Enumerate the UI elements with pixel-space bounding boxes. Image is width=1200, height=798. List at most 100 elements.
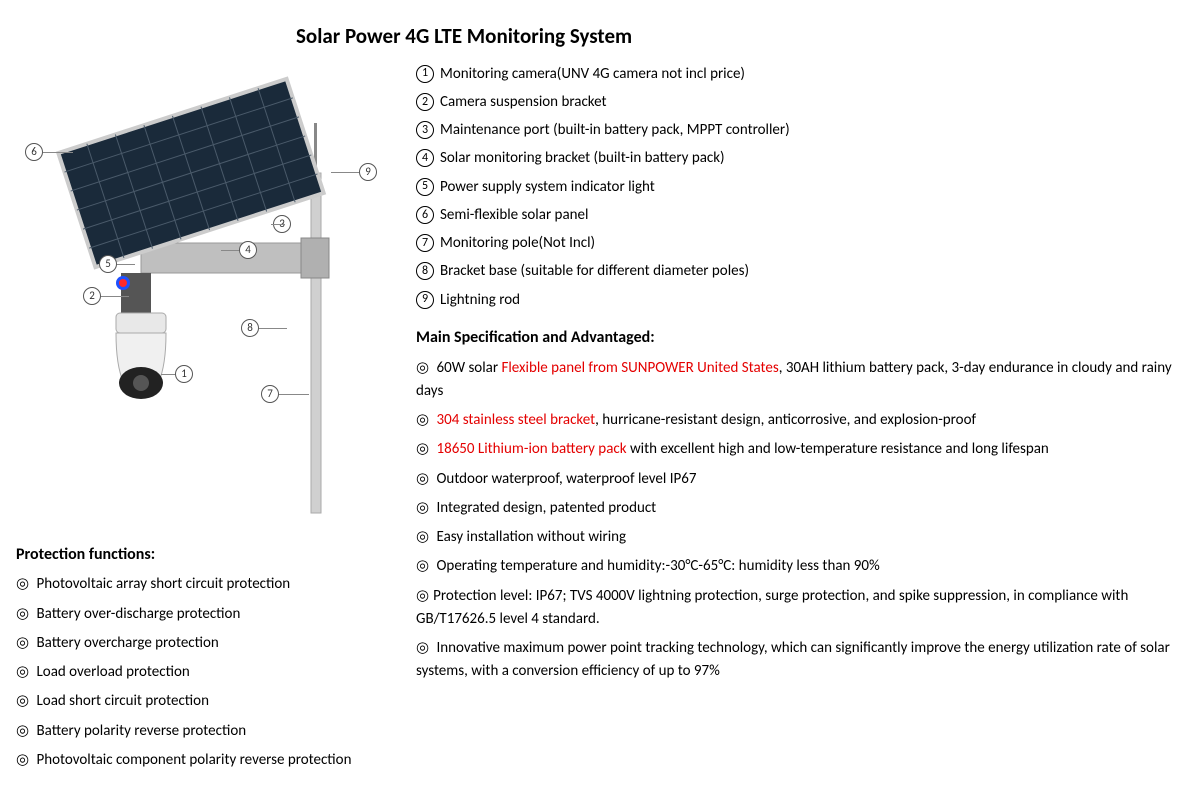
spec-item: ◎Protection level: IP67; TVS 4000V light… — [416, 585, 1184, 632]
protection-title: Protection functions: — [16, 543, 396, 568]
spec-item: ◎ Easy installation without wiring — [416, 526, 1184, 549]
protection-item: ◎ Battery polarity reverse protection — [16, 720, 396, 743]
callout-leader — [43, 152, 73, 153]
protection-text: Battery polarity reverse protection — [37, 722, 247, 740]
left-column: 695243817 Protection functions: ◎ Photov… — [16, 63, 416, 779]
protection-item: ◎ Load short circuit protection — [16, 690, 396, 713]
part-number-icon: 4 — [416, 149, 434, 167]
spec-text: 60W solar — [437, 359, 502, 377]
bullet-icon: ◎ — [416, 409, 429, 432]
callout-number: 8 — [241, 319, 259, 337]
callout-leader — [271, 224, 285, 225]
spec-text: Operating temperature and humidity:-30°C… — [437, 557, 880, 575]
callout-leader — [221, 250, 239, 251]
part-label: Power supply system indicator light — [440, 176, 655, 199]
page-title: Solar Power 4G LTE Monitoring System — [296, 20, 1184, 53]
spec-text: Integrated design, patented product — [437, 499, 657, 517]
part-item: 7 Monitoring pole(Not Incl) — [416, 232, 1184, 255]
part-item: 3 Maintenance port (built-in battery pack… — [416, 119, 1184, 142]
protection-section: Protection functions: ◎ Photovoltaic arr… — [16, 543, 396, 773]
spec-highlight: Flexible panel from SUNPOWER United Stat… — [501, 359, 778, 377]
part-label: Bracket base (suitable for different dia… — [440, 260, 749, 283]
spec-item: ◎ Outdoor waterproof, waterproof level I… — [416, 468, 1184, 491]
protection-text: Battery over-discharge protection — [37, 605, 241, 623]
diagram-svg — [21, 63, 391, 523]
bullet-icon: ◎ — [16, 720, 29, 743]
callout-leader — [117, 264, 135, 265]
bullet-icon: ◎ — [16, 573, 29, 596]
bullet-icon: ◎ — [16, 603, 29, 626]
content-columns: 6 9 5 2 4 3 8 1 7 Protection functions: ◎ Photov… — [16, 63, 1184, 779]
bullet-icon: ◎ — [416, 555, 429, 578]
spec-text: Easy installation without wiring — [437, 528, 627, 546]
bullet-icon: ◎ — [416, 438, 429, 461]
callout-leader — [101, 296, 129, 297]
part-label: Monitoring camera(UNV 4G camera not incl… — [440, 63, 745, 86]
bullet-icon: ◎ — [16, 690, 29, 713]
part-item: 6 Semi-flexible solar panel — [416, 204, 1184, 227]
bullet-icon: ◎ — [416, 497, 429, 520]
spec-item: ◎ Integrated design, patented product — [416, 497, 1184, 520]
part-item: 8 Bracket base (suitable for different di… — [416, 260, 1184, 283]
spec-item: ◎ 60W solar Flexible panel from SUNPOWER… — [416, 357, 1184, 404]
callout-leader — [259, 328, 287, 329]
part-label: Solar monitoring bracket (built-in batte… — [440, 147, 725, 170]
spec-item: ◎ 304 stainless steel bracket, hurricane… — [416, 409, 1184, 432]
part-label: Lightning rod — [440, 289, 520, 312]
part-label: Monitoring pole(Not Incl) — [440, 232, 595, 255]
callout-number: 4 — [239, 241, 257, 259]
part-number-icon: 1 — [416, 65, 434, 83]
spec-text: Protection level: IP67; TVS 4000V lightn… — [416, 587, 1128, 628]
spec-text: with excellent high and low-temperature … — [627, 440, 1049, 458]
part-number-icon: 3 — [416, 121, 434, 139]
product-diagram: 695243817 — [21, 63, 391, 523]
bullet-icon: ◎ — [416, 468, 429, 491]
bullet-icon: ◎ — [416, 526, 429, 549]
callout-leader — [331, 172, 359, 173]
part-item: 9 Lightning rod — [416, 289, 1184, 312]
spec-item: ◎ Operating temperature and humidity:-30… — [416, 555, 1184, 578]
bullet-icon: ◎ — [416, 637, 429, 660]
protection-text: Photovoltaic array short circuit protect… — [37, 575, 291, 593]
callout-number: 5 — [99, 255, 117, 273]
spec-text: , hurricane-resistant design, anticorros… — [595, 411, 976, 429]
part-number-icon: 7 — [416, 234, 434, 252]
protection-text: Photovoltaic component polarity reverse … — [37, 751, 352, 769]
protection-item: ◎ Photovoltaic component polarity revers… — [16, 749, 396, 772]
part-item: 5 Power supply system indicator light — [416, 176, 1184, 199]
spec-text: Outdoor waterproof, waterproof level IP6… — [437, 470, 697, 488]
right-column: 1 Monitoring camera(UNV 4G camera not inc… — [416, 63, 1184, 690]
protection-text: Load short circuit protection — [37, 692, 209, 710]
callout-number: 7 — [261, 385, 279, 403]
protection-item: ◎ Photovoltaic array short circuit prote… — [16, 573, 396, 596]
part-label: Maintenance port (built-in battery pack,… — [440, 119, 790, 142]
part-number-icon: 9 — [416, 291, 434, 309]
protection-text: Load overload protection — [37, 663, 190, 681]
part-item: 2Camera suspension bracket — [416, 91, 1184, 114]
part-label: Camera suspension bracket — [440, 91, 607, 114]
callout-number: 2 — [83, 287, 101, 305]
bullet-icon: ◎ — [16, 661, 29, 684]
part-label: Semi-flexible solar panel — [440, 204, 588, 227]
callout-number: 1 — [175, 365, 193, 383]
protection-list: ◎ Photovoltaic array short circuit prote… — [16, 573, 396, 772]
spec-text: Innovative maximum power point tracking … — [416, 639, 1170, 680]
bullet-icon: ◎ — [416, 357, 429, 380]
spec-highlight: 18650 Lithium-ion battery pack — [437, 440, 627, 458]
bullet-icon: ◎ — [16, 632, 29, 655]
callout-leader — [161, 374, 175, 375]
callout-number: 9 — [359, 163, 377, 181]
protection-text: Battery overcharge protection — [37, 634, 219, 652]
spec-highlight: 304 stainless steel bracket — [437, 411, 596, 429]
bullet-icon: ◎ — [416, 585, 429, 608]
part-item: 4 Solar monitoring bracket (built-in batt… — [416, 147, 1184, 170]
callout-number: 6 — [25, 143, 43, 161]
part-number-icon: 8 — [416, 262, 434, 280]
callout-leader — [279, 394, 309, 395]
protection-item: ◎ Battery overcharge protection — [16, 632, 396, 655]
parts-list: 1 Monitoring camera(UNV 4G camera not inc… — [416, 63, 1184, 312]
protection-item: ◎ Battery over-discharge protection — [16, 603, 396, 626]
part-number-icon: 5 — [416, 178, 434, 196]
part-number-icon: 6 — [416, 206, 434, 224]
spec-title: Main Specification and Advantaged: — [416, 326, 1184, 351]
